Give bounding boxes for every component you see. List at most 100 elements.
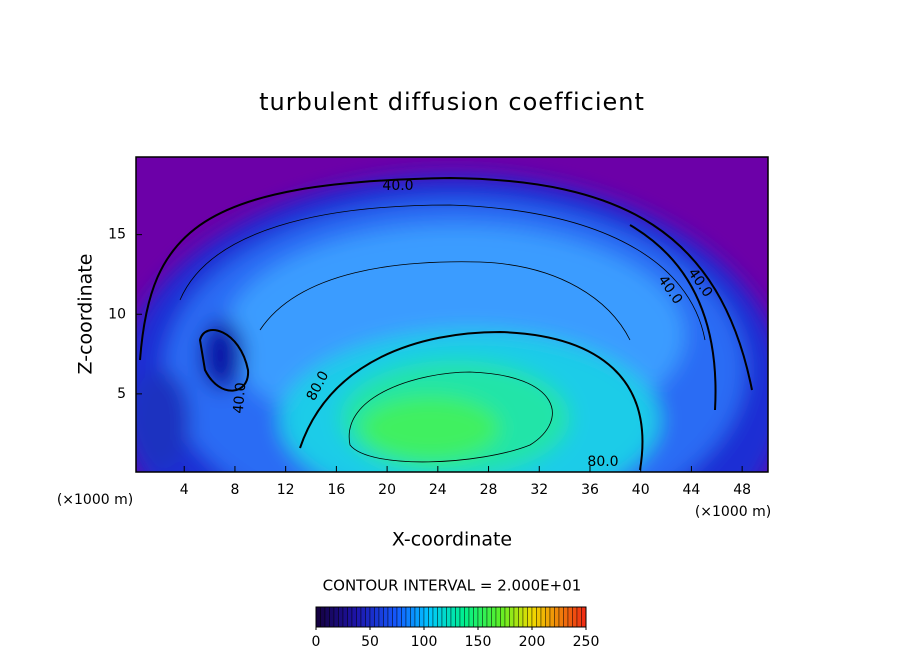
colorbar-cell [405, 606, 411, 628]
colorbar-tick-label: 200 [519, 634, 546, 650]
x-tick-label: 32 [530, 482, 548, 498]
colorbar-cell [455, 606, 461, 628]
x-tick-label: 48 [733, 482, 751, 498]
x-tick-label: 44 [683, 482, 701, 498]
field-region [136, 370, 190, 470]
colorbar-cell [342, 606, 348, 628]
x-tick-label: 28 [480, 482, 498, 498]
colorbar-cell [563, 606, 569, 628]
colorbar-cell [387, 606, 393, 628]
colorbar-cell [567, 606, 573, 628]
colorbar-cell [423, 606, 429, 628]
colorbar-cell [536, 606, 542, 628]
colorbar-cell [549, 606, 555, 628]
contour-interval: CONTOUR INTERVAL = 2.000E+01 [323, 577, 582, 595]
colorbar-cell [527, 606, 533, 628]
x-tick-label: 20 [378, 482, 396, 498]
colorbar-cell [522, 606, 528, 628]
colorbar-cell [378, 606, 384, 628]
colorbar-cell [374, 606, 380, 628]
field [136, 157, 768, 472]
y-tick-label: 15 [108, 227, 126, 243]
colorbar-cell [419, 606, 425, 628]
x-tick-label: 36 [581, 482, 599, 498]
colorbar-cell [369, 606, 375, 628]
colorbar-cell [504, 606, 510, 628]
colorbar-tick-label: 250 [573, 634, 600, 650]
colorbar-cell [441, 606, 447, 628]
colorbar-tick-label: 150 [465, 634, 492, 650]
colorbar-cell [581, 606, 587, 628]
colorbar-cell [459, 606, 465, 628]
colorbar-cell [324, 606, 330, 628]
colorbar-cell [518, 606, 524, 628]
y-axis-label: Z-coordinate [75, 254, 97, 375]
contour-line [299, 330, 644, 471]
colorbar-cell [437, 606, 443, 628]
contour-line [198, 329, 250, 392]
colorbar-cell [495, 606, 501, 628]
colorbar-cell [554, 606, 560, 628]
colorbar-cell [360, 606, 366, 628]
colorbar-cell [450, 606, 456, 628]
colorbar-cell [396, 606, 402, 628]
colorbar-cell [338, 606, 344, 628]
colorbar-cell [464, 606, 470, 628]
colorbar-frame [315, 606, 587, 628]
field-region [360, 396, 500, 460]
contour-line [259, 261, 631, 341]
colorbar-tick-label: 50 [361, 634, 379, 650]
colorbar-tick-label: 100 [411, 634, 438, 650]
colorbar-cell [531, 606, 537, 628]
y-tick-label: 10 [108, 306, 126, 322]
colorbar-cell [347, 606, 353, 628]
colorbar-cell [428, 606, 434, 628]
colorbar-cell [401, 606, 407, 628]
x-tick-label: 4 [180, 482, 189, 498]
colorbar-cell [572, 606, 578, 628]
colorbar-cell [329, 606, 335, 628]
x-unit: (×1000 m) [695, 504, 771, 520]
colorbar-cell [540, 606, 546, 628]
colorbar-cell [333, 606, 339, 628]
x-tick-label: 8 [230, 482, 239, 498]
x-tick-label: 12 [277, 482, 295, 498]
colorbar-cell [576, 606, 582, 628]
colorbar-cell [482, 606, 488, 628]
contour-label: 40.0 [231, 382, 250, 414]
colorbar-cell [432, 606, 438, 628]
y-unit: (×1000 m) [57, 492, 133, 508]
colorbar-cell [491, 606, 497, 628]
contour-label: 80.0 [587, 454, 618, 470]
colorbar-cell [486, 606, 492, 628]
x-axis-label: X-coordinate [392, 529, 512, 551]
colorbar-cell [513, 606, 519, 628]
colorbar-tick-label: 0 [312, 634, 321, 650]
x-tick-label: 40 [632, 482, 650, 498]
colorbar-cell [477, 606, 483, 628]
y-tick-label: 5 [117, 386, 126, 402]
colorbar-cell [365, 606, 371, 628]
colorbar-cell [392, 606, 398, 628]
colorbar-cell [473, 606, 479, 628]
contour-line [348, 371, 553, 463]
colorbar-cell [558, 606, 564, 628]
colorbar-cell [500, 606, 506, 628]
colorbar-cell [545, 606, 551, 628]
x-tick-label: 16 [327, 482, 345, 498]
colorbar-cell [446, 606, 452, 628]
chart-title: turbulent diffusion coefficient [259, 88, 645, 116]
colorbar-cell [410, 606, 416, 628]
colorbar-cell [414, 606, 420, 628]
contour-line [629, 224, 717, 411]
contour-label: 40.0 [382, 178, 413, 194]
field-region [200, 320, 244, 390]
colorbar-cell [356, 606, 362, 628]
x-tick-label: 24 [429, 482, 447, 498]
colorbar-cell [468, 606, 474, 628]
colorbar-cell [320, 606, 326, 628]
colorbar-cell [509, 606, 515, 628]
colorbar-cell [315, 606, 321, 628]
contour-line [179, 204, 706, 341]
